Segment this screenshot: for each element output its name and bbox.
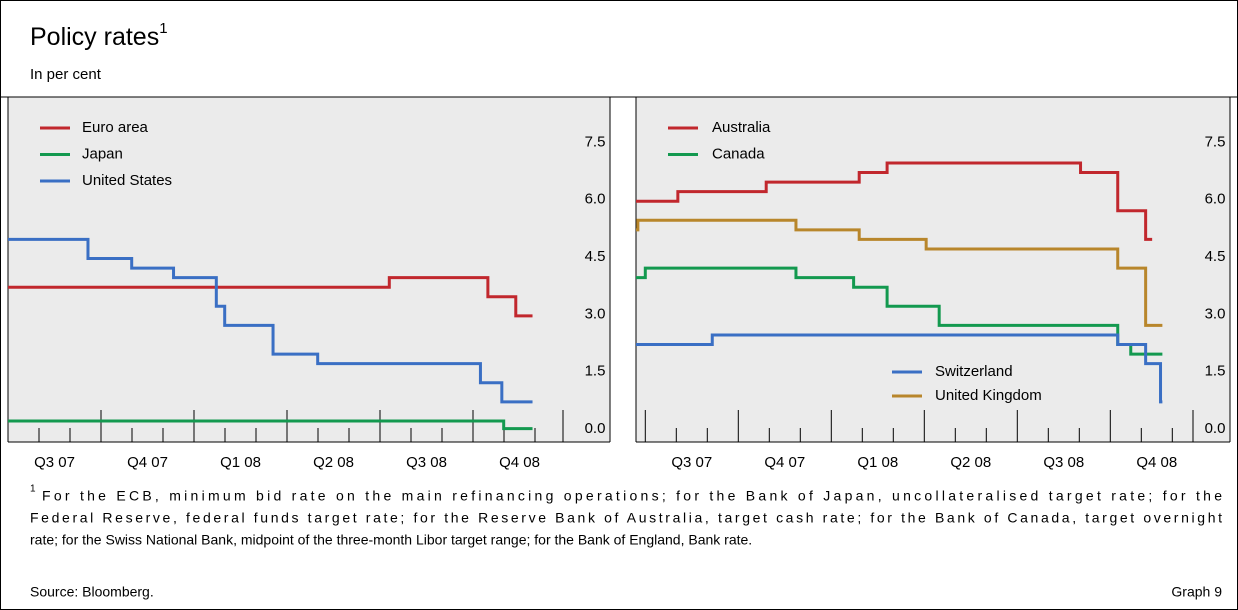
legend-label: Switzerland (935, 363, 1013, 380)
legend-label: Japan (82, 145, 123, 162)
series-line (8, 419, 533, 431)
legend-label: United States (82, 172, 172, 189)
y-tick-label: 3.0 (1205, 305, 1226, 322)
y-tick-label: 4.5 (1205, 248, 1226, 265)
x-tick-label: Q3 08 (406, 454, 447, 471)
y-tick-label: 3.0 (585, 305, 606, 322)
x-tick-label: Q2 08 (950, 454, 991, 471)
y-tick-label: 6.0 (1205, 191, 1226, 208)
x-tick-label: Q2 08 (313, 454, 354, 471)
series-line (636, 333, 1163, 404)
x-tick-label: Q4 08 (1136, 454, 1177, 471)
y-tick-label: 7.5 (585, 133, 606, 150)
legend-label: United Kingdom (935, 387, 1042, 404)
y-tick-label: 1.5 (1205, 363, 1226, 380)
title-text: Policy rates (30, 23, 159, 51)
y-tick-label: 4.5 (585, 248, 606, 265)
y-tick-label: 6.0 (585, 191, 606, 208)
y-tick-label: 0.0 (585, 420, 606, 437)
graph-label: Graph 9 (1171, 584, 1222, 600)
source: Source: Bloomberg. (30, 584, 154, 600)
x-tick-label: Q3 07 (671, 454, 712, 471)
footnote-line: Federal Reserve, federal funds target ra… (30, 510, 1222, 526)
x-tick-label: Q4 08 (499, 454, 540, 471)
series-line (8, 237, 533, 404)
x-tick-label: Q4 07 (764, 454, 805, 471)
footnote-line: rate; for the Swiss National Bank, midpo… (30, 532, 752, 548)
y-tick-label: 1.5 (585, 363, 606, 380)
x-tick-label: Q4 07 (127, 454, 168, 471)
x-tick-label: Q1 08 (857, 454, 898, 471)
y-tick-label: 0.0 (1205, 420, 1226, 437)
series-line (636, 218, 1163, 327)
subtitle: In per cent (30, 66, 102, 83)
chart-title: Policy rates1 (30, 20, 168, 51)
footnote-marker: 1 (30, 484, 36, 495)
x-tick-label: Q3 07 (34, 454, 75, 471)
legend-label: Canada (712, 145, 765, 162)
legend-label: Australia (712, 119, 771, 136)
series-line (636, 161, 1153, 241)
title-note: 1 (159, 20, 167, 37)
series-line (8, 276, 533, 318)
y-tick-label: 7.5 (1205, 133, 1226, 150)
panel-bg (8, 97, 610, 442)
legend-label: Euro area (82, 119, 149, 136)
footnote-line: For the ECB, minimum bid rate on the mai… (42, 488, 1222, 504)
x-tick-label: Q3 08 (1043, 454, 1084, 471)
x-tick-label: Q1 08 (220, 454, 261, 471)
